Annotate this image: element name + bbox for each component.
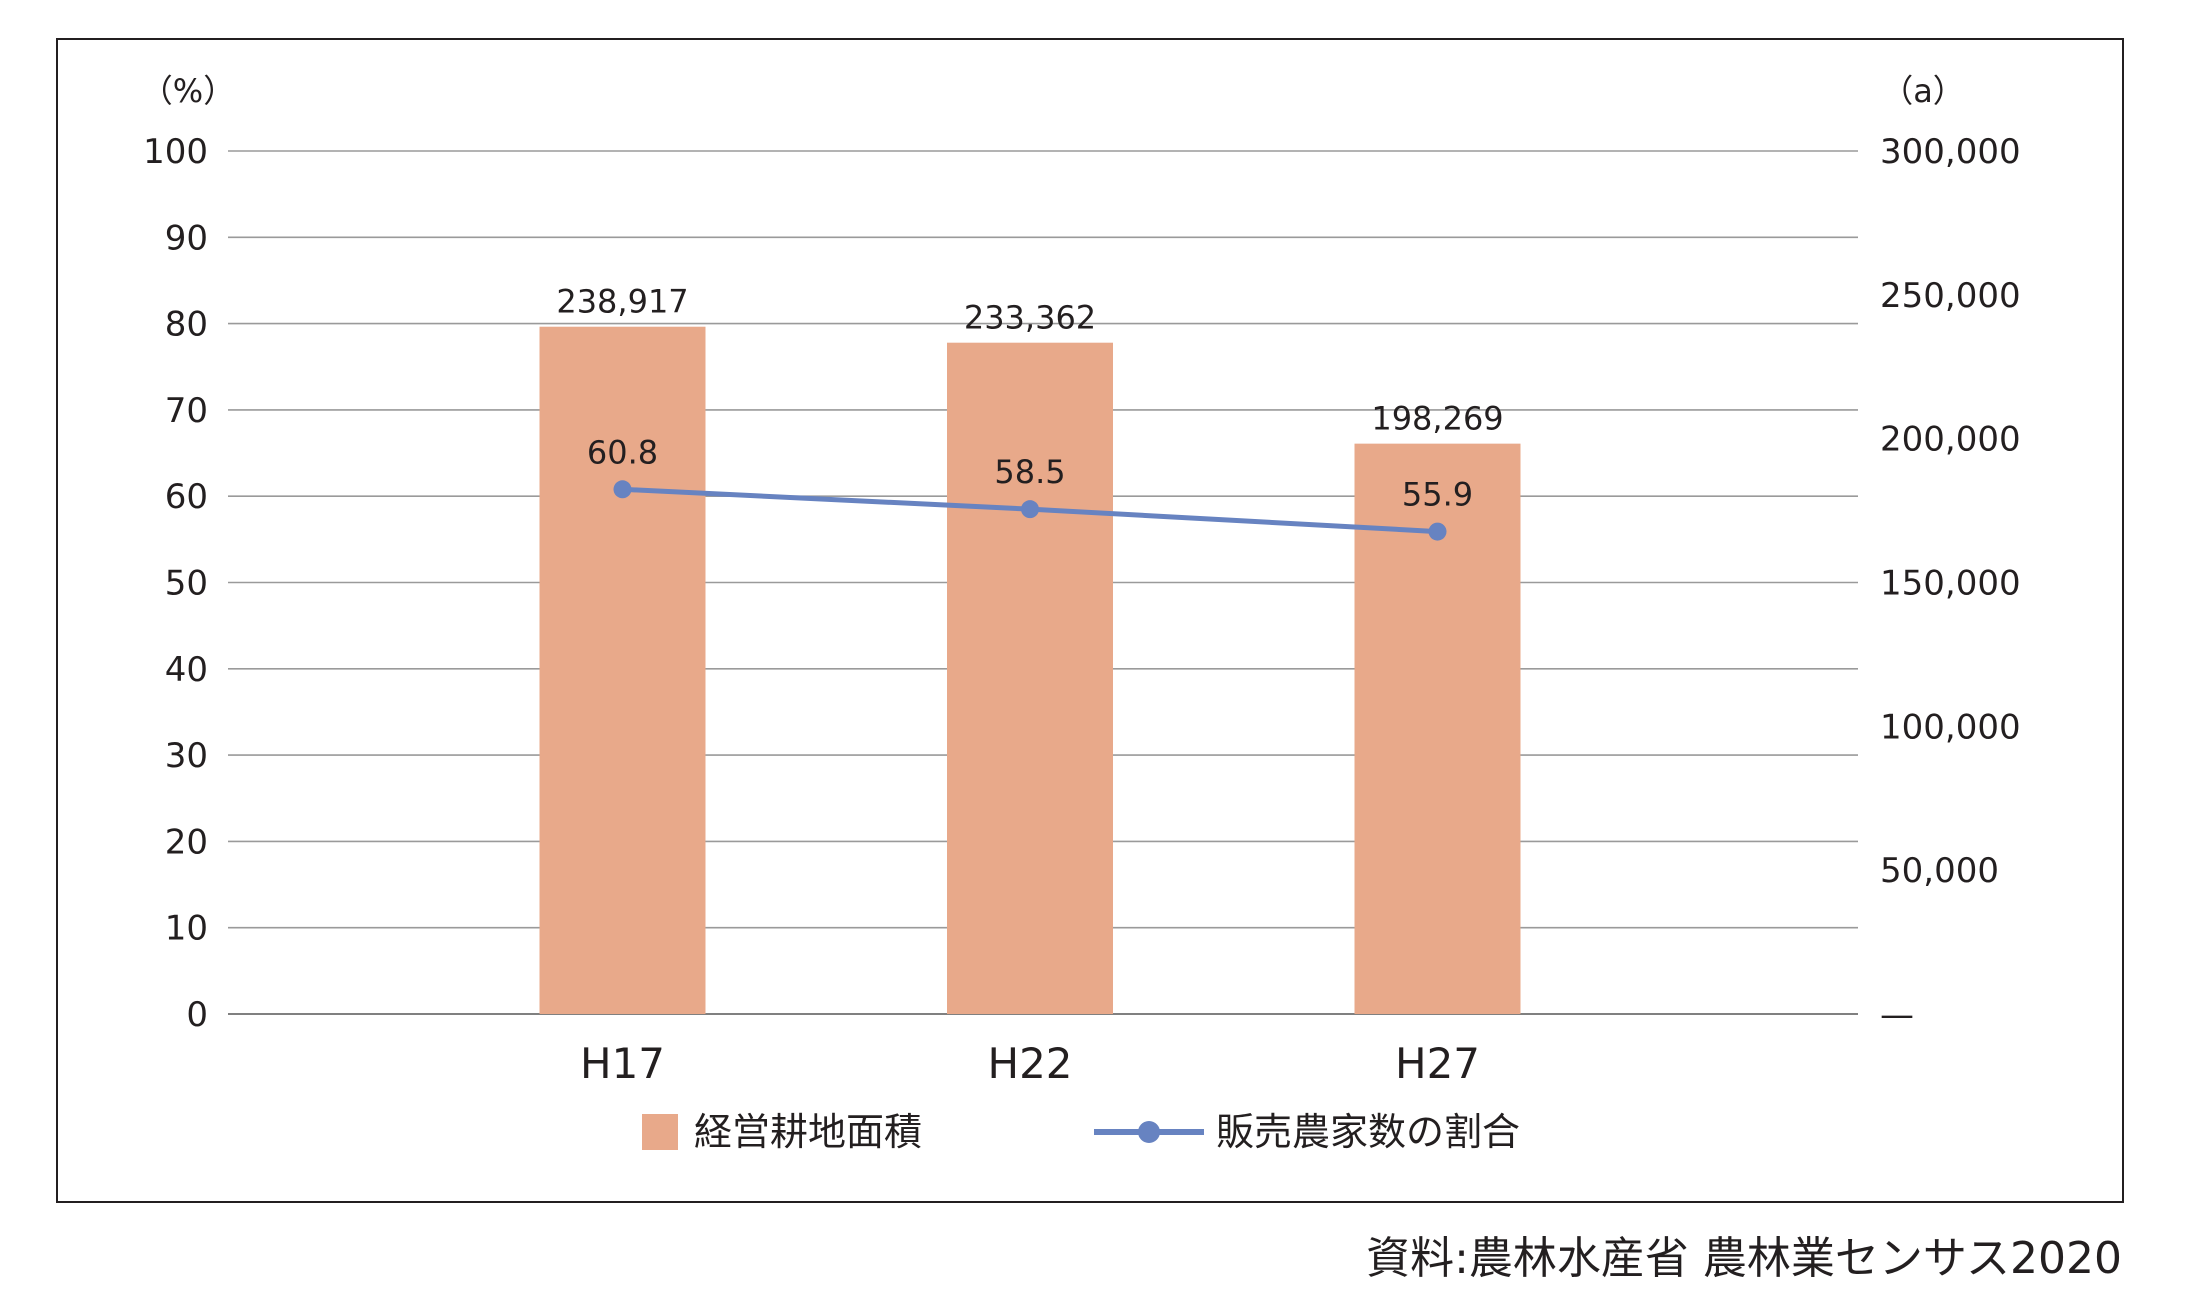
line-point — [1428, 522, 1447, 541]
line-data-label: 58.5 — [994, 453, 1065, 491]
x-tick-label: H27 — [1395, 1039, 1480, 1088]
y-left-tick-label: 0 — [186, 995, 208, 1035]
y-left-tick-label: 100 — [143, 132, 208, 172]
y-right-unit: （a） — [1881, 72, 1965, 110]
y-left-unit: （%） — [141, 72, 235, 110]
legend-line-marker — [1138, 1121, 1160, 1143]
y-left-tick-label: 80 — [165, 305, 208, 345]
y-right-tick-label: 150,000 — [1880, 564, 2021, 604]
legend-line-label: 販売農家数の割合 — [1216, 1110, 1520, 1154]
bar-data-label: 233,362 — [964, 299, 1096, 337]
bar-data-label: 238,917 — [556, 283, 688, 321]
line-point — [1021, 500, 1039, 519]
y-left-tick-label: 60 — [165, 477, 208, 517]
bar-data-label: 198,269 — [1371, 400, 1503, 438]
x-tick-label: H22 — [987, 1039, 1072, 1088]
y-right-tick-label: — — [1880, 995, 1914, 1035]
chart-frame: 0 10 20 30 40 50 60 70 80 90 100 （%） — 50,000 100,000 1… — [56, 38, 2124, 1203]
y-left-tick-label: 30 — [165, 736, 208, 776]
line-data-label: 60.8 — [587, 433, 658, 471]
line-data-label: 55.9 — [1402, 476, 1473, 514]
y-right-tick-label: 100,000 — [1880, 707, 2021, 747]
y-left-tick-label: 50 — [165, 564, 208, 604]
bar — [947, 342, 1113, 1014]
line-point — [613, 480, 632, 499]
y-right-tick-label: 50,000 — [1880, 851, 1999, 891]
y-right-tick-label: 300,000 — [1880, 132, 2021, 172]
y-left-tick-label: 90 — [165, 218, 208, 258]
legend-bar-swatch — [642, 1114, 678, 1150]
y-left-tick-label: 10 — [165, 909, 208, 949]
x-tick-label: H17 — [580, 1039, 665, 1088]
combo-chart: 0 10 20 30 40 50 60 70 80 90 100 （%） — 50,000 100,000 1… — [141, 72, 2021, 1154]
source-note: 資料:農林水産省 農林業センサス2020 — [1366, 1233, 2122, 1284]
y-left-tick-label: 40 — [165, 650, 208, 690]
legend-bar-label: 経営耕地面積 — [694, 1110, 922, 1154]
y-left-tick-label: 20 — [165, 822, 208, 862]
bar — [539, 326, 706, 1014]
y-right-tick-label: 200,000 — [1880, 420, 2021, 460]
y-right-tick-label: 250,000 — [1880, 276, 2021, 316]
y-left-tick-label: 70 — [165, 391, 208, 431]
